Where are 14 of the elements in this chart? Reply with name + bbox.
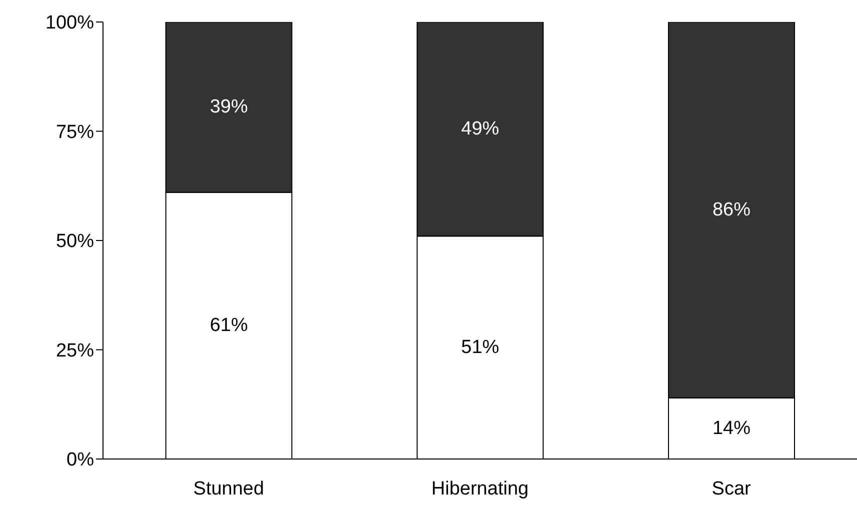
x-tick-label: Hibernating [431, 478, 529, 500]
data-label: 49% [461, 118, 500, 140]
y-tick-label: 0% [66, 450, 94, 471]
x-tick-label: Stunned [193, 478, 264, 500]
data-label: 51% [461, 337, 500, 358]
data-label: 39% [210, 96, 248, 118]
x-tick-label: Scar [712, 478, 752, 500]
y-tick-label: 100% [45, 12, 94, 34]
y-tick-label: 75% [56, 122, 94, 143]
y-tick-label: 50% [56, 231, 94, 252]
data-label: 14% [712, 418, 751, 439]
data-label: 61% [210, 315, 248, 336]
y-tick-label: 25% [56, 340, 94, 362]
data-label: 86% [712, 199, 751, 220]
